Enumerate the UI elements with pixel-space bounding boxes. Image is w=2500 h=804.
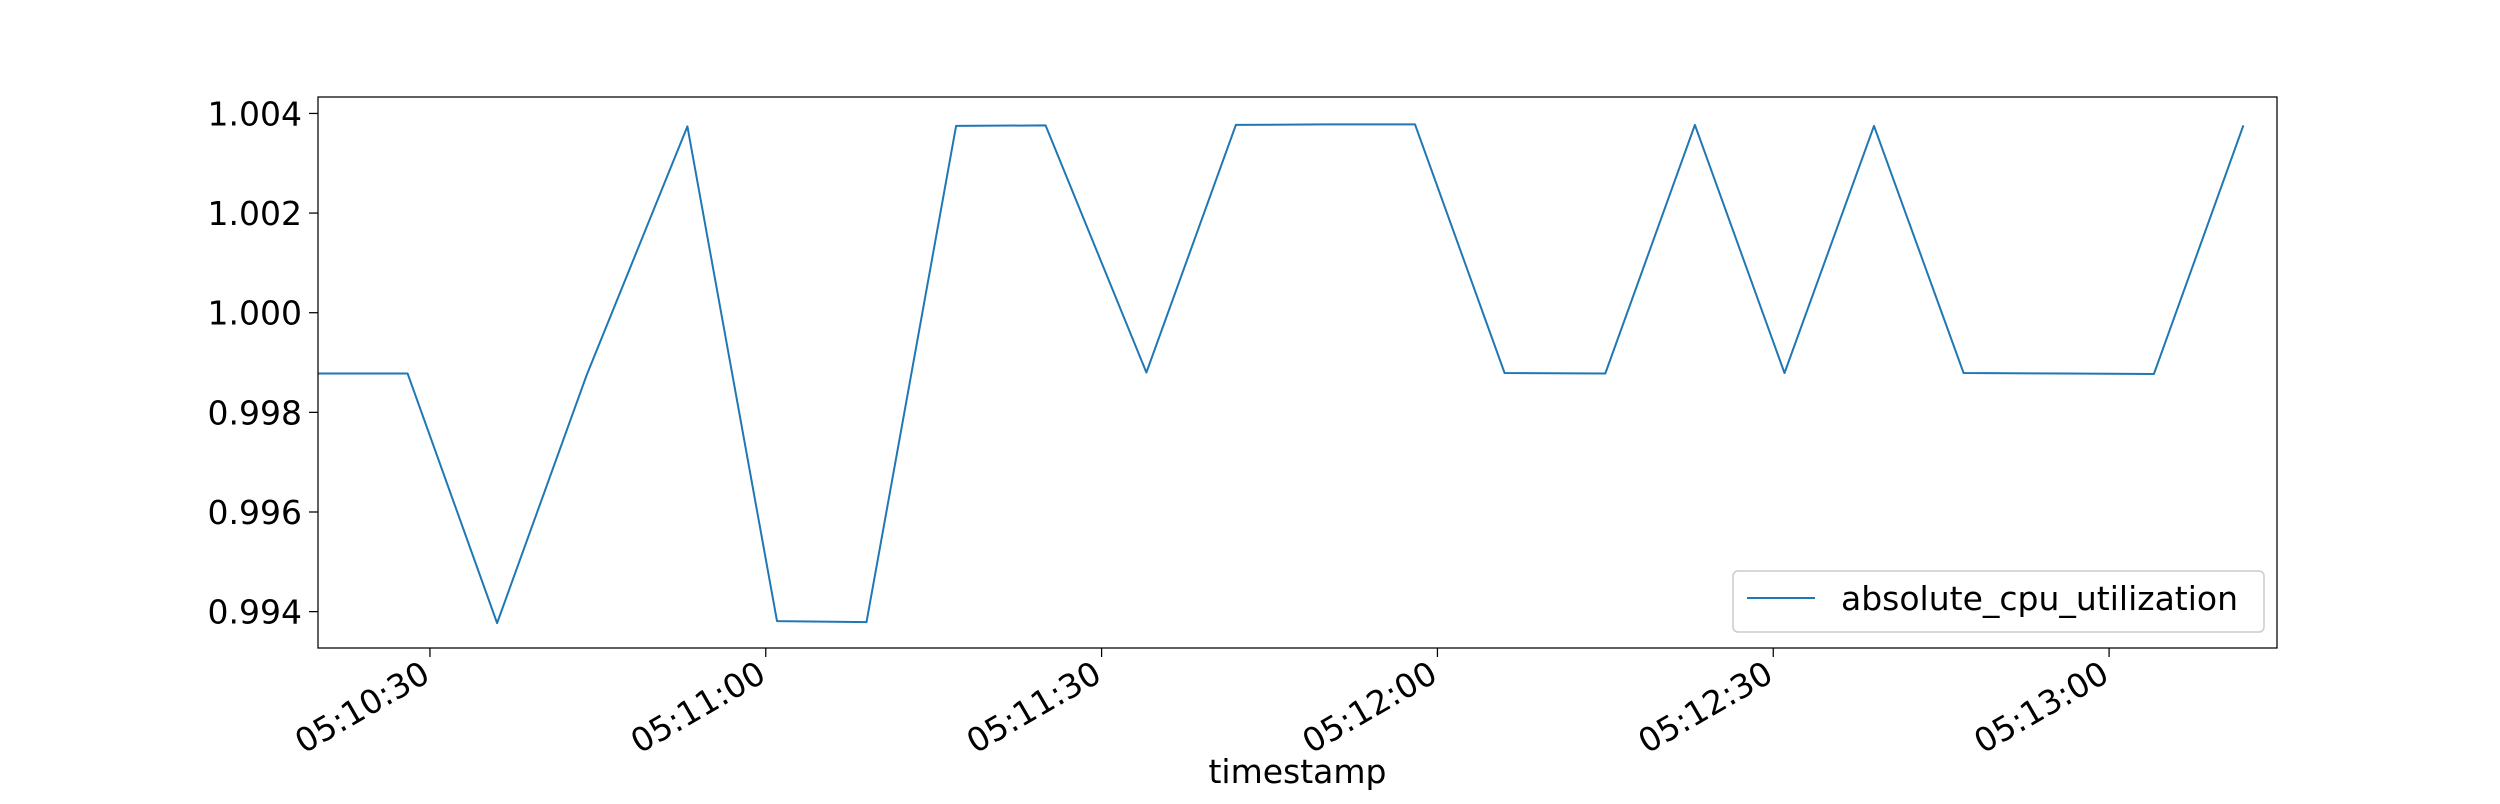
series-layer [318,123,2245,625]
y-tick-label: 1.002 [208,194,302,233]
y-tick-label: 0.998 [208,393,302,432]
data-point [1783,372,1785,374]
data-point [1504,372,1506,374]
legend: absolute_cpu_utilization [1732,570,2265,633]
data-point [1873,125,1875,127]
data-point [586,374,588,376]
data-point [1414,123,1416,125]
x-axis-label: timestamp [1208,752,1386,791]
data-point [1045,124,1047,126]
data-point [1604,372,1606,374]
data-point [866,621,868,623]
y-tick-label: 0.994 [208,593,302,632]
y-tick-label: 0.996 [208,493,302,532]
data-point [2063,372,2065,374]
data-point [2153,373,2155,375]
y-axis: 0.994 0.996 0.998 1.000 1.002 1.004 [208,94,318,632]
data-point [407,372,409,374]
data-point [776,620,778,622]
data-point [1235,124,1237,126]
data-point [1694,124,1696,126]
data-point [2242,124,2244,126]
data-point [496,622,498,624]
plot-frame [317,96,2278,649]
data-point [686,125,688,127]
series-line [318,123,2245,625]
legend-box [1732,570,2265,633]
data-point [955,125,957,127]
legend-label: absolute_cpu_utilization [1841,579,2238,618]
y-tick-label: 1.004 [208,94,302,133]
data-point [1324,123,1326,125]
y-tick-label: 1.000 [208,294,302,333]
data-point [1145,372,1147,374]
data-point [1963,372,1965,374]
